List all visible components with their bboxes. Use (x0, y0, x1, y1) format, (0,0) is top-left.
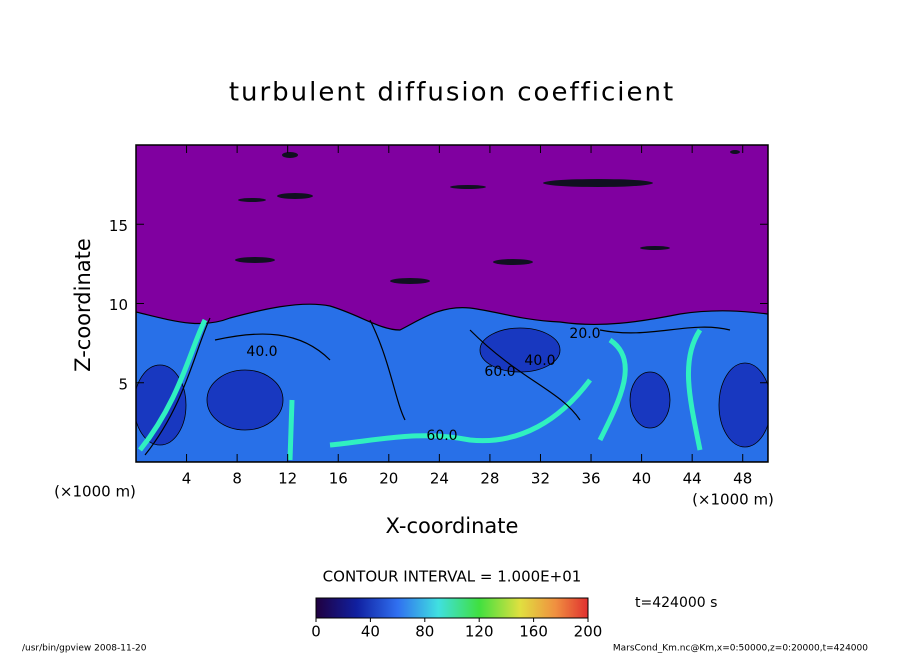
chart-title: turbulent diffusion coefficient (229, 78, 675, 108)
y-axis-label: Z-coordinate (71, 238, 95, 372)
y-tick-label: 10 (109, 296, 128, 314)
x-axis-label: X-coordinate (386, 514, 519, 538)
colorbar-tick-label: 80 (415, 623, 434, 641)
y-tick-label: 15 (109, 217, 128, 235)
colorbar-tick-label: 200 (574, 623, 603, 641)
colorbar-tick-label: 40 (361, 623, 380, 641)
y-unit: (×1000 m) (54, 483, 136, 501)
contour-label: 40.0 (524, 353, 555, 369)
x-tick-label: 24 (430, 470, 449, 488)
x-tick-label: 28 (480, 470, 499, 488)
footer-left: /usr/bin/gpview 2008-11-20 (22, 644, 147, 654)
contour-label: 60.0 (426, 428, 457, 444)
x-tick-label: 40 (632, 470, 651, 488)
contour-label: 60.0 (484, 364, 515, 380)
footer-right: MarsCond_Km.nc@Km,x=0:50000,z=0:20000,t=… (613, 644, 868, 654)
x-tick-label: 12 (278, 470, 297, 488)
colorbar-tick-label: 0 (311, 623, 321, 641)
x-tick-label: 16 (329, 470, 348, 488)
x-tick-label: 48 (733, 470, 752, 488)
colorbar-tick-label: 120 (465, 623, 494, 641)
x-unit: (×1000 m) (692, 491, 774, 509)
x-tick-label: 44 (683, 470, 702, 488)
contour-field (136, 145, 768, 462)
colorbar (315, 597, 589, 619)
contour-interval: CONTOUR INTERVAL = 1.000E+01 (323, 568, 582, 586)
contour-label: 20.0 (569, 326, 600, 342)
x-tick-label: 36 (581, 470, 600, 488)
x-tick-label: 4 (182, 470, 192, 488)
contour-label: 40.0 (246, 344, 277, 360)
x-tick-label: 32 (531, 470, 550, 488)
colorbar-tick-label: 160 (519, 623, 548, 641)
x-tick-label: 8 (232, 470, 242, 488)
x-tick-label: 20 (379, 470, 398, 488)
time-label: t=424000 s (635, 595, 717, 611)
y-tick-label: 5 (118, 375, 128, 393)
